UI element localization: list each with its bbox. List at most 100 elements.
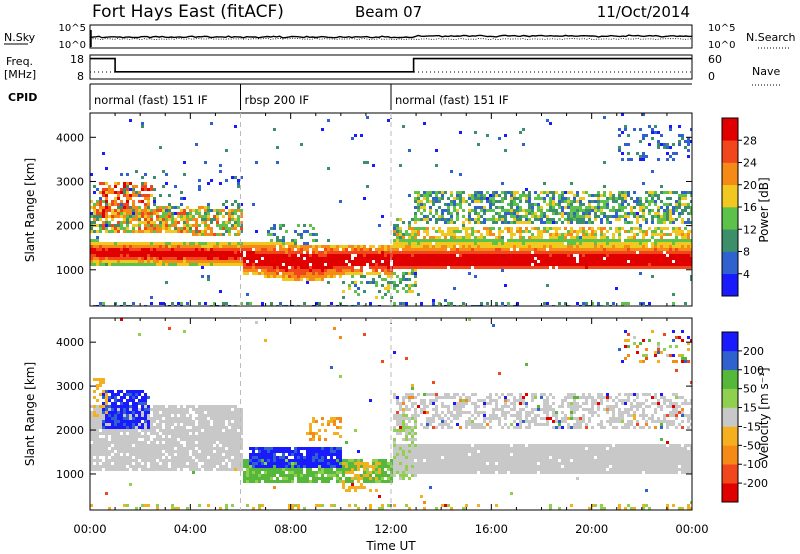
heat-cell [126,227,129,230]
heat-cell [165,182,168,185]
heat-cell [570,233,573,236]
heat-cell [114,263,117,266]
heat-cell [207,447,210,450]
heat-cell [618,242,621,245]
heat-cell [594,263,597,266]
heat-cell [138,408,141,411]
heat-cell [93,453,96,456]
heat-cell [132,254,135,257]
heat-cell [243,462,246,465]
heat-cell [591,227,594,230]
heat-cell [165,251,168,254]
heat-cell [150,468,153,471]
heat-cell [456,266,459,269]
heat-cell [228,230,231,233]
heat-cell [306,245,309,248]
heat-cell [228,459,231,462]
heat-cell [171,459,174,462]
heat-cell [660,230,663,233]
heat-cell [192,408,195,411]
heat-cell [324,245,327,248]
heat-cell [225,263,228,266]
heat-cell [522,230,525,233]
heat-cell [642,248,645,251]
heat-cell [489,266,492,269]
heat-cell [156,245,159,248]
heat-cell [120,173,123,176]
heat-cell [633,239,636,242]
heat-cell [243,459,246,462]
heat-cell [657,131,660,134]
heat-cell [207,209,210,212]
heat-cell [474,209,477,212]
heat-cell [144,245,147,248]
heat-cell [612,197,615,200]
heat-cell [204,251,207,254]
heat-cell [120,200,123,203]
heat-cell [234,447,237,450]
heat-cell [117,462,120,465]
heat-cell [399,239,402,242]
heat-cell [204,218,207,221]
heat-cell [219,224,222,227]
heat-cell [435,218,438,221]
heat-cell [141,408,144,411]
heat-cell [210,257,213,260]
heat-cell [456,194,459,197]
heat-cell [252,272,255,275]
heat-cell [204,444,207,447]
heat-cell [150,212,153,215]
heat-cell [339,245,342,248]
heat-cell [318,275,321,278]
heat-cell [555,263,558,266]
heat-cell [105,254,108,257]
heat-cell [492,245,495,248]
heat-cell [582,257,585,260]
heat-cell [402,266,405,269]
heat-cell [249,248,252,251]
heat-cell [603,200,606,203]
heat-cell [384,269,387,272]
heat-cell [678,203,681,206]
heat-cell [465,260,468,263]
heat-cell [192,462,195,465]
heat-cell [255,254,258,257]
heat-cell [156,423,159,426]
heat-cell [441,209,444,212]
heat-cell [264,257,267,260]
heat-cell [186,441,189,444]
heat-cell [573,209,576,212]
heat-cell [102,414,105,417]
heat-cell [303,254,306,257]
heat-cell [510,203,513,206]
heat-cell [462,200,465,203]
heat-cell [252,263,255,266]
heat-cell [150,245,153,248]
heat-cell [423,203,426,206]
heat-cell [129,426,132,429]
heat-cell [225,468,228,471]
heat-cell [300,278,303,281]
heat-cell [246,302,249,305]
heat-cell [555,203,558,206]
heat-cell [228,242,231,245]
heat-cell [108,254,111,257]
heat-cell [171,420,174,423]
heat-cell [99,405,102,408]
heat-cell [246,293,249,296]
heat-cell [315,275,318,278]
heat-cell [201,254,204,257]
heat-cell [123,194,126,197]
heat-cell [525,209,528,212]
heat-cell [615,227,618,230]
heat-cell [483,221,486,224]
heat-cell [570,206,573,209]
heat-cell [507,263,510,266]
heat-cell [117,435,120,438]
heat-cell [561,215,564,218]
heat-cell [225,453,228,456]
heat-cell [210,254,213,257]
heat-cell [153,414,156,417]
heat-cell [177,221,180,224]
heat-cell [405,242,408,245]
